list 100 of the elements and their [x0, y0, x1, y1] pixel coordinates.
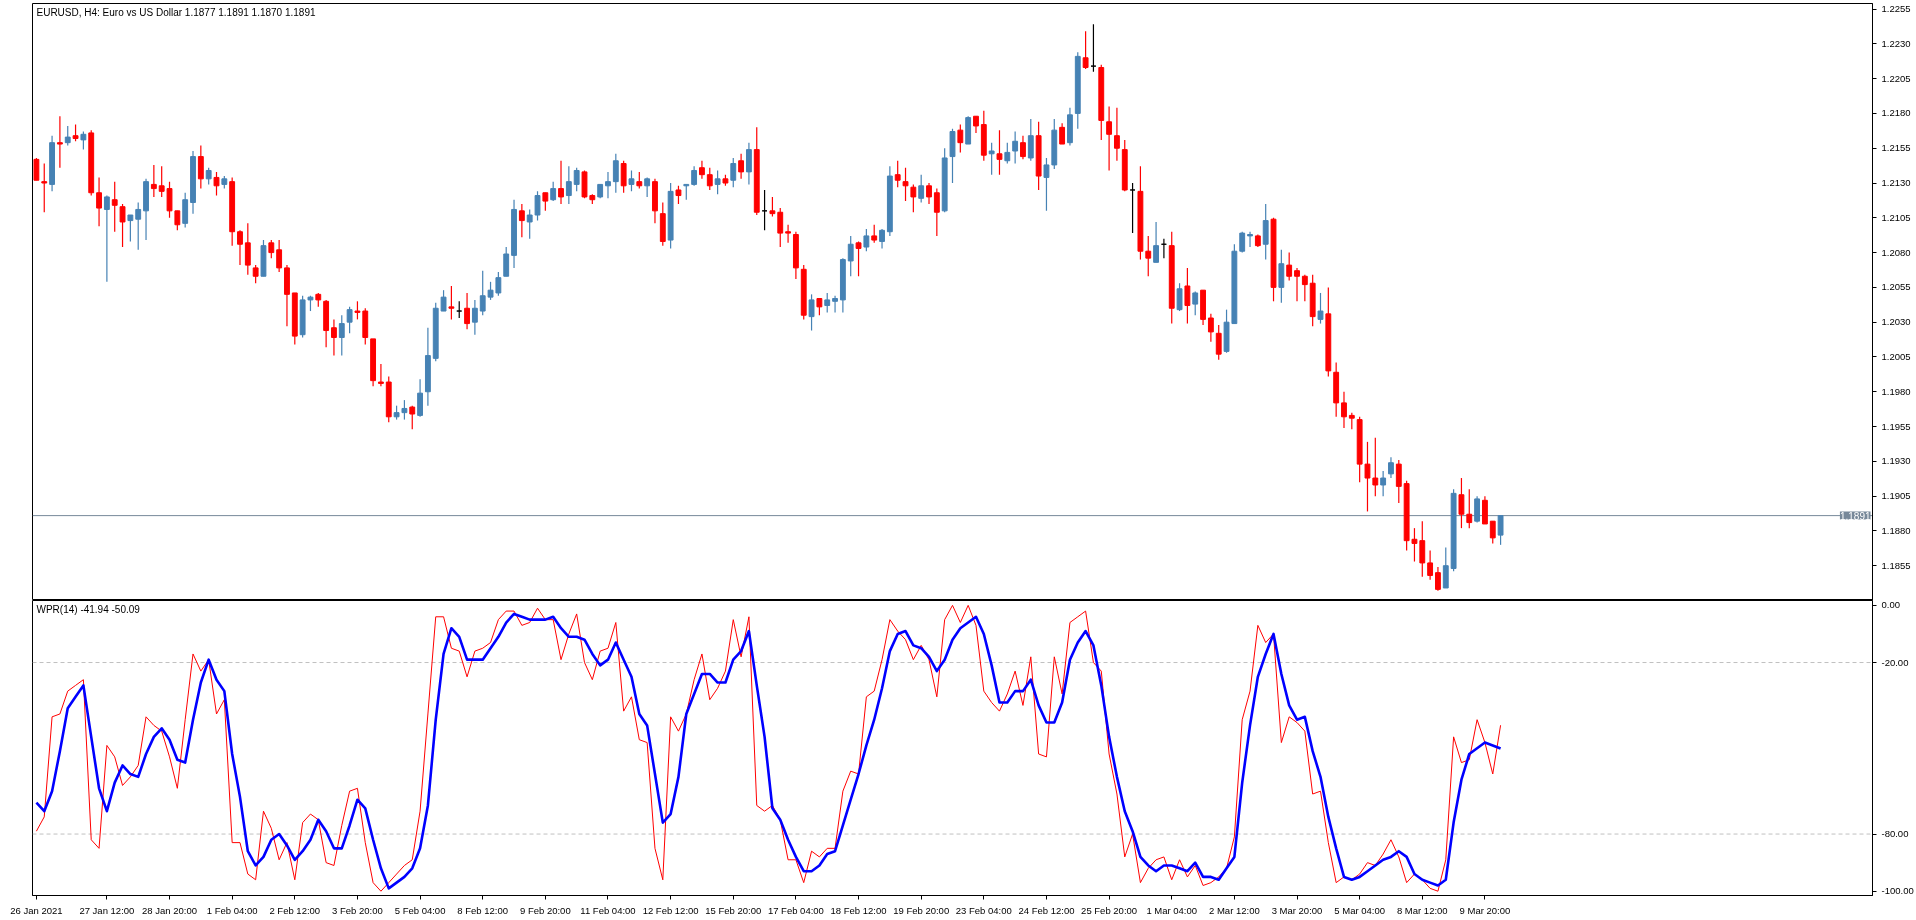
candlestick	[64, 125, 71, 147]
y-tick-label: -100.00	[1881, 885, 1914, 897]
candlestick	[119, 203, 126, 248]
candlestick	[1207, 313, 1214, 343]
candlestick	[675, 185, 682, 205]
y-tick-label: 1.2255	[1881, 3, 1911, 15]
candlestick	[1388, 456, 1394, 479]
candlestick	[730, 157, 737, 188]
candlestick	[213, 171, 220, 197]
candlestick	[1027, 118, 1034, 162]
candlestick	[824, 292, 831, 314]
x-tick-label: 1 Feb 04:00	[206, 904, 258, 916]
x-tick-label: 11 Feb 04:00	[580, 904, 636, 916]
y-tick-label: 1.2230	[1881, 37, 1911, 49]
x-tick-label: 23 Feb 04:00	[955, 904, 1012, 916]
candlestick	[503, 246, 510, 277]
ref-line-label: 1.1891	[1839, 510, 1871, 522]
candlestick	[56, 115, 63, 169]
candlestick	[1497, 515, 1504, 546]
y-tick-label: 1.1855	[1881, 559, 1911, 571]
candlestick	[691, 165, 698, 187]
candlestick	[197, 144, 204, 190]
candlestick	[1482, 495, 1488, 525]
y-tick-label: 1.2055	[1881, 281, 1911, 293]
candlestick	[1489, 520, 1496, 545]
candlestick	[174, 210, 181, 231]
candlestick	[182, 192, 189, 229]
x-tick-label: 9 Feb 20:00	[520, 904, 571, 916]
y-tick-label: 1.2030	[1881, 316, 1911, 328]
candlestick	[918, 174, 925, 204]
x-tick-label: 25 Feb 20:00	[1081, 904, 1138, 916]
candlestick	[1427, 549, 1434, 581]
candlestick	[111, 181, 118, 233]
candlestick	[268, 239, 275, 259]
candlestick	[1395, 459, 1402, 504]
candlestick	[1012, 130, 1019, 165]
candlestick	[832, 295, 838, 314]
candlestick	[244, 222, 251, 276]
candlestick	[471, 299, 478, 336]
candlestick	[769, 196, 776, 218]
x-tick-label: 15 Feb 20:00	[705, 904, 762, 916]
x-tick-label: 5 Feb 04:00	[394, 904, 446, 916]
candlestick	[902, 167, 909, 202]
candlestick	[1215, 324, 1222, 361]
candlestick	[957, 123, 964, 153]
candlestick	[252, 264, 259, 284]
candlestick	[612, 153, 619, 194]
y-tick-label: 0.00	[1881, 599, 1900, 611]
candlestick	[1435, 566, 1441, 592]
x-tick-label: 9 Mar 20:00	[1459, 904, 1511, 916]
y-tick-label: 1.1980	[1881, 385, 1911, 397]
x-tick-label: 27 Jan 12:00	[79, 904, 135, 916]
candlestick	[644, 176, 651, 198]
candlestick	[847, 235, 854, 277]
candlestick	[1442, 547, 1449, 589]
candlestick	[1372, 437, 1379, 497]
x-tick-label: 26 Jan 2021	[10, 904, 63, 916]
x-tick-label: 19 Feb 20:00	[893, 904, 950, 916]
candlestick	[150, 164, 157, 198]
candlestick	[518, 203, 525, 238]
candlestick	[996, 129, 1003, 176]
x-tick-label: 1 Mar 04:00	[1146, 904, 1198, 916]
y-tick-label: 1.2180	[1881, 107, 1911, 119]
candlestick	[573, 167, 580, 192]
candlestick	[1466, 488, 1473, 529]
candlestick	[988, 142, 995, 176]
candlestick	[558, 160, 564, 205]
candlestick	[1301, 274, 1308, 302]
x-tick-label: 24 Feb 12:00	[1018, 904, 1075, 916]
candlestick	[346, 306, 353, 334]
candlestick	[910, 183, 917, 213]
x-tick-label: 18 Feb 12:00	[830, 904, 887, 916]
x-tick-label: 17 Feb 04:00	[767, 904, 824, 916]
candlestick	[1059, 122, 1066, 145]
candlestick	[448, 285, 455, 320]
candlestick	[855, 240, 862, 277]
candlestick	[331, 318, 337, 357]
candlestick	[135, 201, 142, 251]
y-tick-label: 1.2005	[1881, 350, 1911, 362]
x-tick-label: 28 Jan 20:00	[142, 904, 197, 916]
candlestick	[894, 160, 901, 188]
candlestick	[777, 207, 784, 248]
candlestick	[863, 228, 870, 252]
candlestick	[620, 160, 627, 194]
candlestick	[550, 181, 557, 202]
x-tick-label: 12 Feb 12:00	[642, 904, 699, 916]
candlestick	[628, 169, 635, 192]
y-tick-label: 1.2080	[1881, 246, 1911, 258]
candlestick	[534, 190, 541, 222]
candlestick	[41, 162, 48, 213]
chart-title: EURUSD, H4: Euro vs US Dollar 1.1877 1.1891 1.1870 1.1891	[36, 6, 316, 18]
candlestick	[1262, 203, 1269, 261]
y-tick-label: -80.00	[1881, 828, 1909, 840]
candlestick	[338, 314, 345, 357]
candlestick	[1341, 391, 1347, 429]
candlestick	[746, 142, 752, 186]
candlestick	[565, 165, 572, 205]
x-tick-label: 8 Mar 12:00	[1396, 904, 1448, 916]
candlestick	[1294, 267, 1300, 302]
candlestick	[276, 239, 283, 273]
